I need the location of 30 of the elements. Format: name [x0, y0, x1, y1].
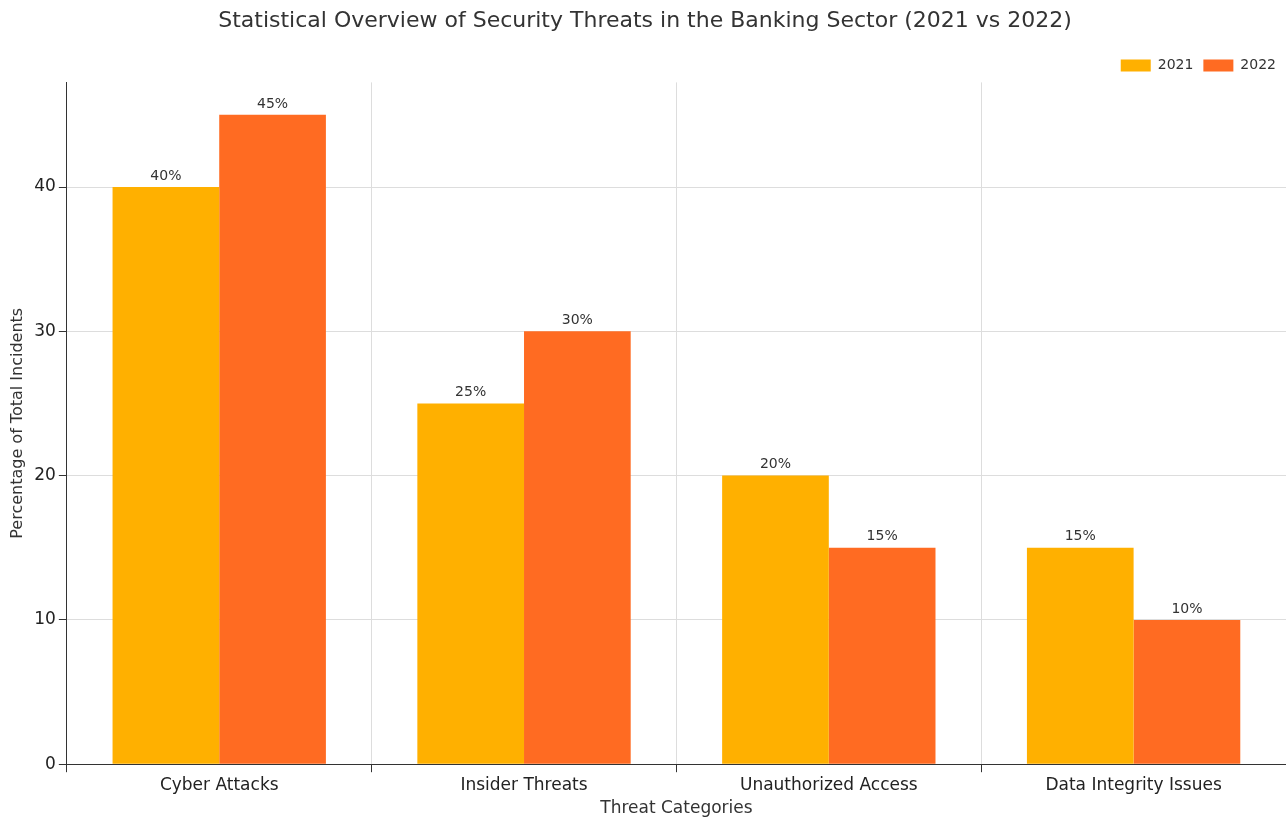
- bar: [112, 187, 220, 764]
- data-label: 15%: [866, 527, 898, 544]
- y-tick-label: 0: [45, 752, 56, 773]
- bar: [722, 475, 829, 764]
- bar: [219, 114, 326, 764]
- data-label: 20%: [759, 455, 792, 472]
- chart-title: Statistical Overview of Security Threats in the Banking Sector (2021 vs 2022): [218, 6, 1072, 32]
- x-tick-label: Insider Threats: [460, 773, 588, 794]
- x-axis-title: Threat Categories: [599, 797, 753, 818]
- bar: [524, 331, 631, 764]
- y-tick-label: 40: [34, 175, 56, 196]
- y-tick-label: 10: [34, 608, 56, 629]
- data-label: 30%: [561, 310, 593, 327]
- y-tick-label: 20: [34, 464, 56, 485]
- data-label: 15%: [1064, 527, 1096, 544]
- bar: [1026, 547, 1134, 764]
- y-tick-label: 30: [34, 319, 56, 340]
- x-tick-label: Unauthorized Access: [739, 773, 918, 794]
- y-axis-title: Percentage of Total Incidents: [6, 307, 26, 539]
- bar: [828, 547, 936, 764]
- bar: [417, 403, 525, 764]
- data-label: 45%: [257, 94, 289, 111]
- x-tick-label: Data Integrity Issues: [1045, 773, 1222, 794]
- data-label: 10%: [1171, 599, 1203, 616]
- bar: [1133, 619, 1241, 764]
- data-label: 40%: [150, 166, 182, 183]
- x-tick-label: Cyber Attacks: [159, 773, 279, 794]
- data-label: 25%: [455, 383, 487, 400]
- legend-label: 2021: [1157, 56, 1194, 73]
- legend-label: 2022: [1240, 56, 1277, 73]
